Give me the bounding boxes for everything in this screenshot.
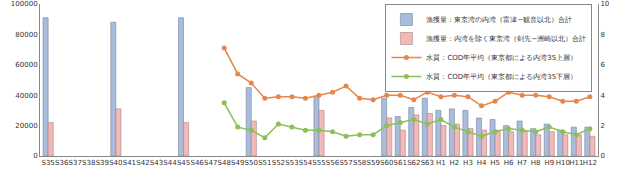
svg-text:S48: S48 — [218, 159, 231, 167]
svg-text:H12: H12 — [583, 159, 597, 167]
svg-text:S42: S42 — [136, 159, 149, 167]
svg-text:S56: S56 — [326, 159, 340, 167]
svg-text:H8: H8 — [531, 159, 541, 167]
svg-text:60000: 60000 — [15, 61, 37, 69]
svg-text:S39: S39 — [96, 159, 109, 167]
svg-text:H5: H5 — [490, 159, 500, 167]
svg-text:S41: S41 — [123, 159, 136, 167]
svg-text:S40: S40 — [109, 159, 122, 167]
svg-text:S35: S35 — [41, 159, 54, 167]
svg-text:S60: S60 — [380, 159, 393, 167]
svg-text:S59: S59 — [366, 159, 379, 167]
svg-text:8: 8 — [600, 31, 604, 39]
svg-text:S61: S61 — [394, 159, 407, 167]
svg-text:H11: H11 — [569, 159, 583, 167]
svg-text:S58: S58 — [353, 159, 366, 167]
svg-text:H9: H9 — [544, 159, 554, 167]
svg-text:2: 2 — [600, 122, 604, 130]
svg-text:S53: S53 — [285, 159, 298, 167]
svg-text:S62: S62 — [407, 159, 420, 167]
svg-text:H4: H4 — [477, 159, 487, 167]
svg-text:水質：COD年平均（東京都による内湾35下層）: 水質：COD年平均（東京都による内湾35下層） — [426, 73, 577, 81]
svg-text:水質：COD年平均（東京都による内湾35上層）: 水質：COD年平均（東京都による内湾35上層） — [426, 54, 577, 62]
svg-text:S44: S44 — [163, 159, 177, 167]
svg-text:S50: S50 — [245, 159, 258, 167]
svg-text:S51: S51 — [258, 159, 271, 167]
svg-text:H6: H6 — [504, 159, 514, 167]
svg-text:S38: S38 — [82, 159, 95, 167]
svg-text:0: 0 — [33, 152, 37, 160]
svg-text:S63: S63 — [421, 159, 434, 167]
svg-text:20000: 20000 — [15, 122, 37, 130]
svg-text:H2: H2 — [450, 159, 460, 167]
svg-text:H3: H3 — [463, 159, 473, 167]
svg-text:漁獲量：東京湾の内湾（富津−観音以北）合計: 漁獲量：東京湾の内湾（富津−観音以北）合計 — [426, 16, 572, 24]
svg-text:S36: S36 — [55, 159, 69, 167]
svg-text:S37: S37 — [69, 159, 82, 167]
svg-text:S52: S52 — [272, 159, 285, 167]
svg-text:10: 10 — [600, 0, 609, 8]
svg-text:S47: S47 — [204, 159, 217, 167]
svg-text:S46: S46 — [190, 159, 204, 167]
svg-text:S49: S49 — [231, 159, 244, 167]
svg-text:100000: 100000 — [11, 0, 38, 8]
svg-text:S45: S45 — [177, 159, 190, 167]
svg-text:H1: H1 — [436, 159, 446, 167]
svg-text:S57: S57 — [339, 159, 352, 167]
svg-text:6: 6 — [600, 61, 605, 69]
svg-text:S55: S55 — [312, 159, 325, 167]
svg-text:H10: H10 — [556, 159, 570, 167]
svg-text:H7: H7 — [517, 159, 527, 167]
svg-text:0: 0 — [600, 152, 604, 160]
svg-text:4: 4 — [600, 92, 605, 100]
svg-text:S43: S43 — [150, 159, 163, 167]
svg-text:80000: 80000 — [15, 31, 37, 39]
svg-text:S54: S54 — [299, 159, 313, 167]
svg-text:40000: 40000 — [15, 92, 37, 100]
svg-text:漁獲量：内湾を除く東京湾（剣先−洲崎以北）合計: 漁獲量：内湾を除く東京湾（剣先−洲崎以北）合計 — [426, 35, 586, 43]
